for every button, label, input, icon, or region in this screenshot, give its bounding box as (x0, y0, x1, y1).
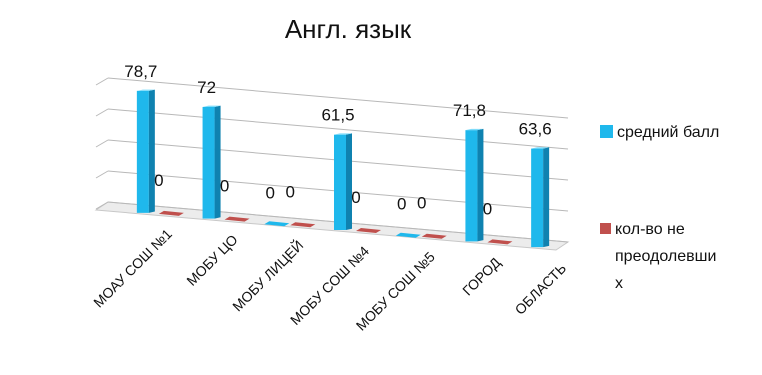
bar-s1-3 (334, 134, 346, 230)
gridline-left-stub (95, 108, 109, 117)
bar-top-s1-3 (334, 133, 352, 135)
bar-top-s1-6 (531, 147, 550, 149)
bar-side-s1-5 (477, 128, 484, 242)
category-label-6: ОБЛАСТЬ (512, 260, 570, 318)
bar-flat-s1-4 (395, 232, 421, 238)
data-label-s2-4: 0 (417, 194, 426, 213)
gridline-left-stub (95, 77, 109, 86)
legend-label-s2-line-0: кол-во не (615, 221, 685, 238)
gridline (107, 77, 569, 119)
category-label-2: МОБУ ЛИЦЕЙ (228, 236, 306, 314)
data-label-s1-4: 0 (397, 195, 406, 214)
data-label-s1-5: 71,8 (453, 101, 486, 120)
bar-side-s1-0 (148, 89, 155, 213)
bar-flat-s2-4 (421, 233, 447, 239)
category-label-0: МОАУ СОШ №1 (90, 226, 175, 311)
bar-top-s1-5 (465, 128, 484, 131)
data-label-s1-1: 72 (197, 78, 216, 97)
data-label-s1-0: 78,7 (124, 62, 157, 81)
data-label-s2-3: 0 (351, 188, 360, 207)
legend-swatch-s2 (600, 223, 611, 234)
gridlines (95, 77, 569, 243)
legend-label-s2-line-1: преодолевши (615, 248, 716, 265)
bar-flat-s2-0 (158, 210, 184, 216)
data-label-s1-6: 63,6 (519, 120, 552, 139)
bars (136, 89, 550, 248)
data-label-s1-3: 61,5 (321, 106, 354, 125)
legend-label-s1: средний балл (617, 124, 719, 141)
legend-swatch-s1 (600, 125, 613, 138)
data-label-s2-5: 0 (483, 199, 492, 218)
data-label-s2-0: 0 (154, 171, 163, 190)
bar-side-s1-1 (214, 105, 221, 219)
bar-side-s1-3 (346, 133, 352, 230)
chart-title: Англ. язык (285, 14, 412, 44)
bar-s1-1 (202, 106, 215, 219)
data-label-s1-2: 0 (266, 183, 275, 202)
legend-label-s2-line-2: х (615, 275, 623, 292)
gridline-left-stub (95, 139, 109, 148)
bar-s1-6 (531, 148, 544, 248)
gridline-left-stub (95, 201, 109, 210)
bar-flat-s2-2 (290, 222, 316, 228)
bar-flat-s2-5 (487, 239, 513, 245)
category-label-5: ГОРОД (459, 254, 504, 299)
bar-s1-0 (136, 90, 149, 213)
data-label-s2-1: 0 (220, 177, 229, 196)
bar-flat-s2-1 (224, 216, 250, 222)
bar-top-s1-1 (202, 105, 221, 107)
bar-s1-5 (465, 130, 478, 242)
legend: средний балл кол-во не преодолевши х (600, 124, 719, 292)
gridline (107, 108, 569, 150)
bar-side-s1-6 (543, 147, 550, 248)
bar-flat-s1-2 (264, 221, 290, 227)
data-label-s2-2: 0 (286, 182, 295, 201)
bar-top-s1-0 (136, 89, 155, 91)
category-label-4: МОБУ СОШ №5 (353, 248, 438, 333)
gridline-left-stub (95, 170, 109, 179)
bar-flat-s2-3 (356, 228, 381, 233)
category-label-1: МОБУ ЦО (183, 231, 240, 288)
